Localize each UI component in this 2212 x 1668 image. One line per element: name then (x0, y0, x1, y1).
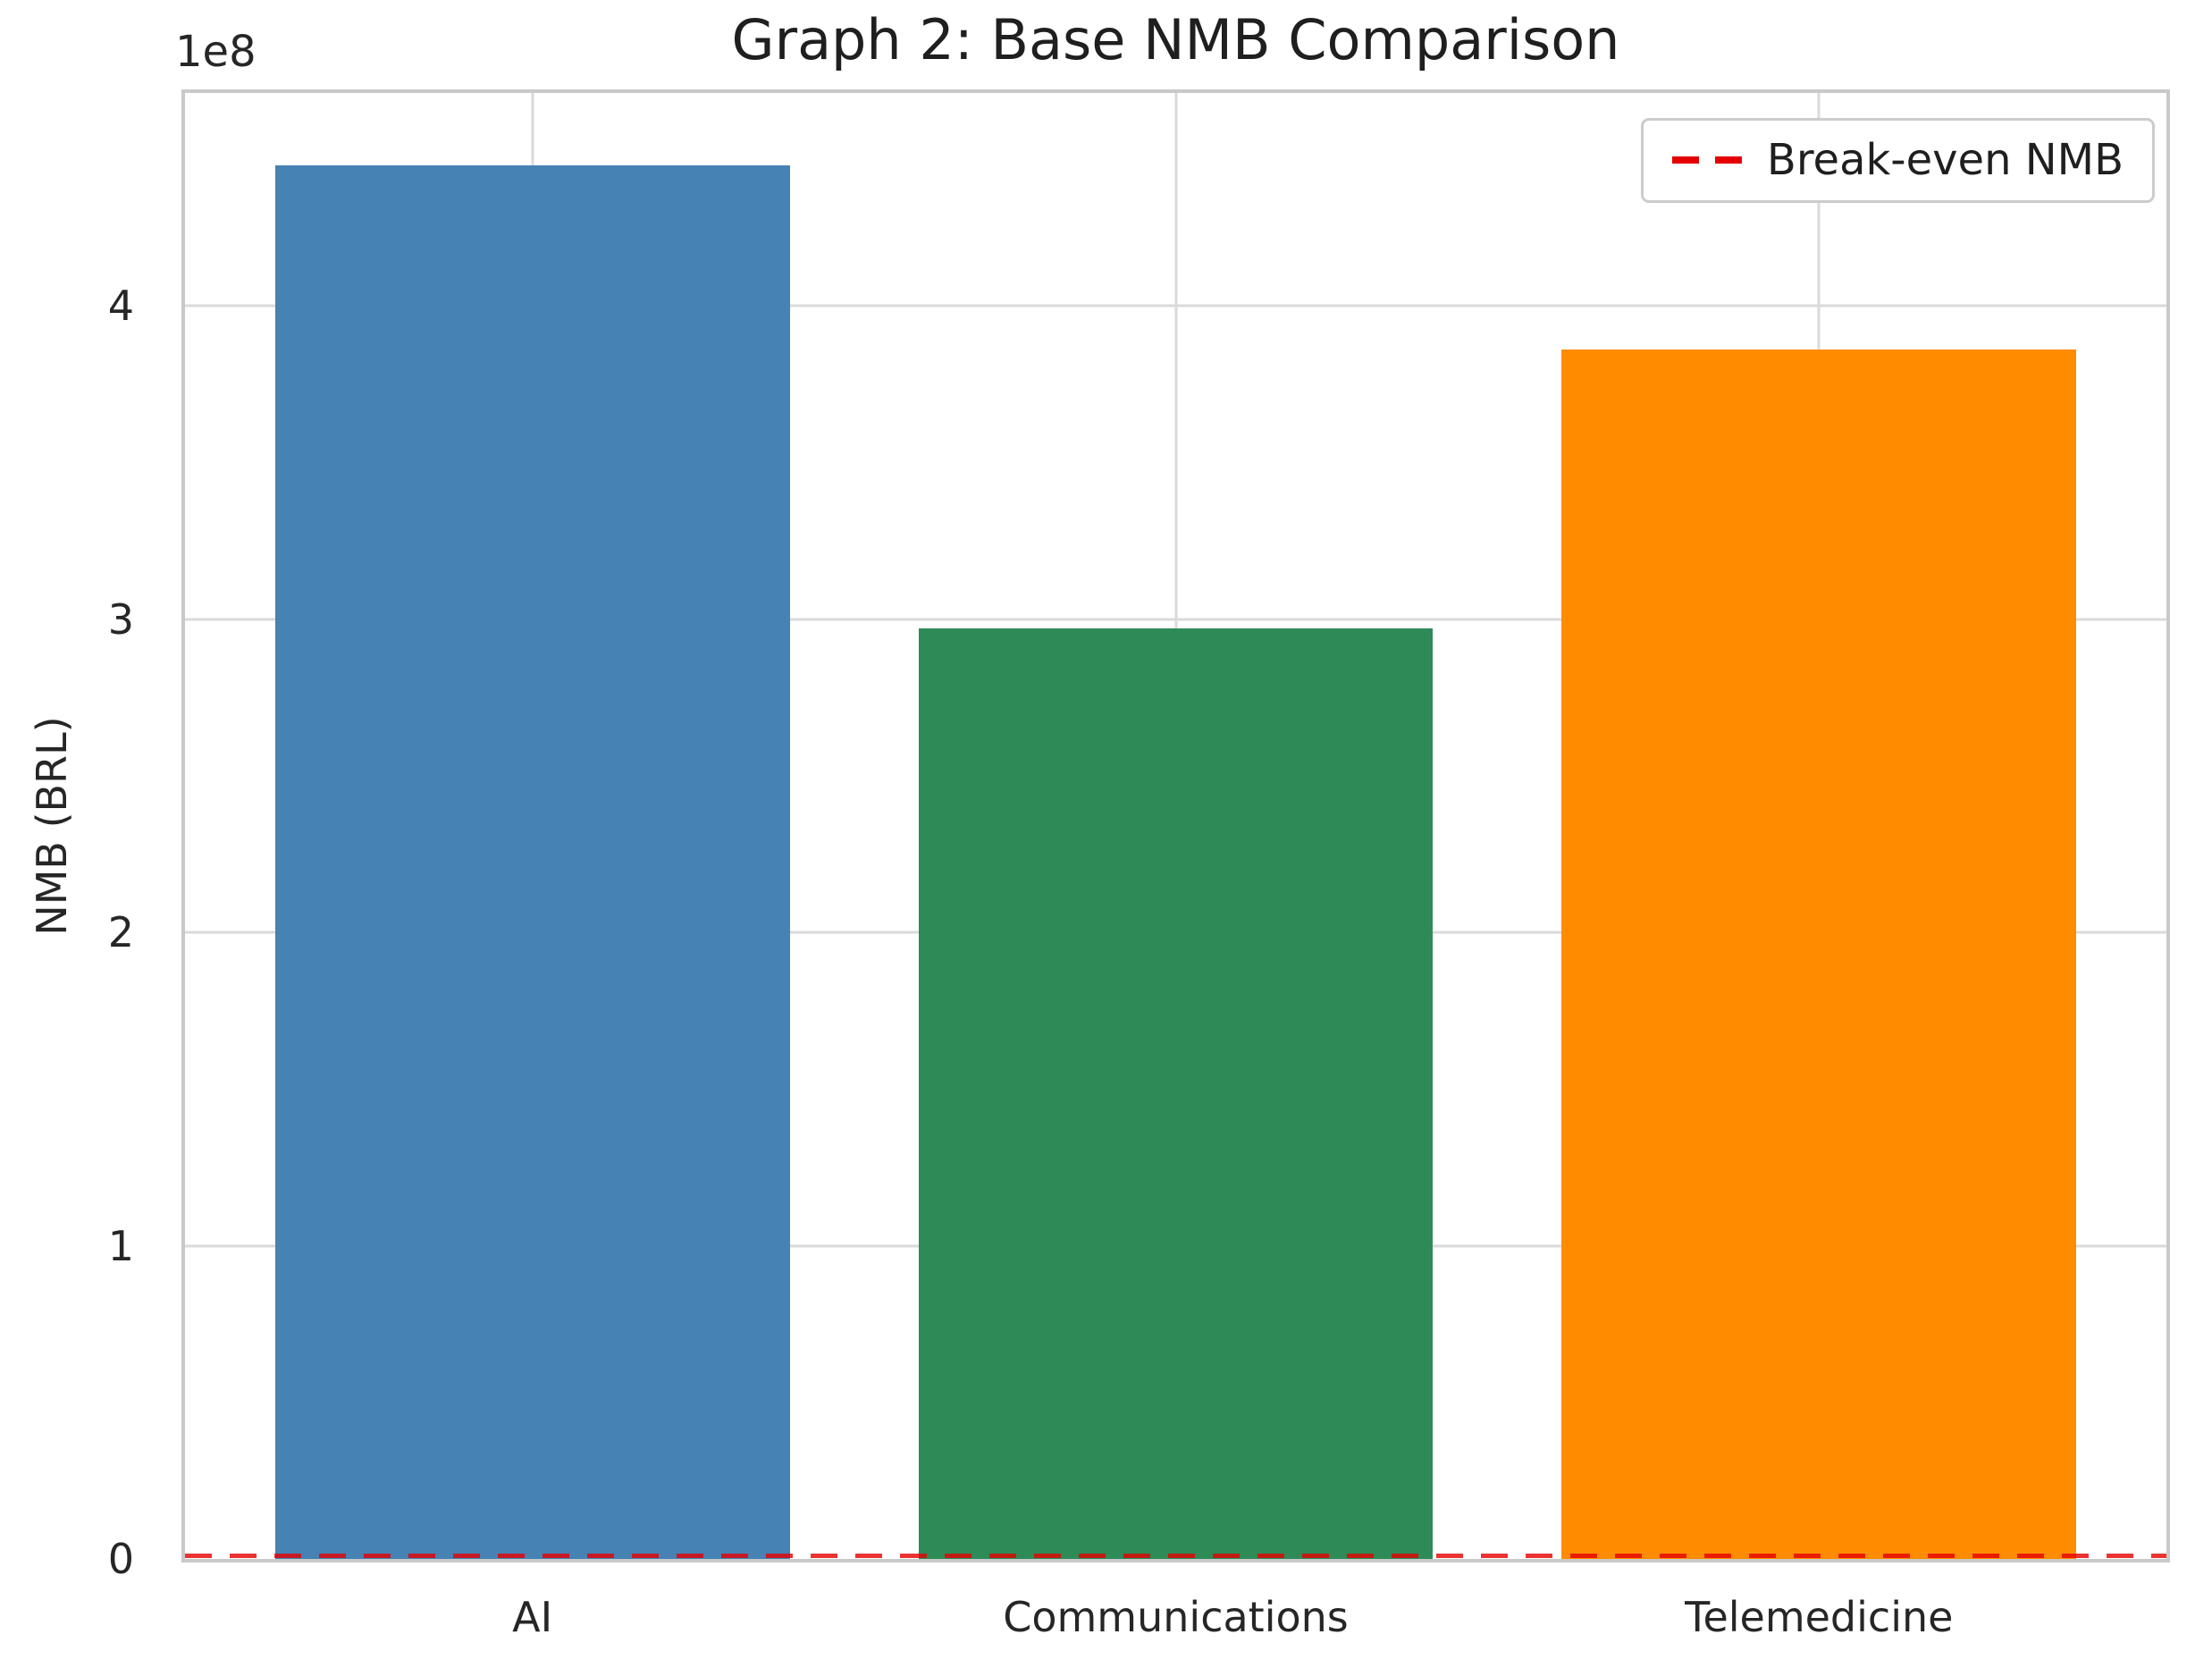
legend: Break-even NMB (1640, 118, 2155, 203)
horizontal-gridline (185, 304, 2166, 307)
bar-ai (274, 164, 790, 1559)
y-axis-label: NMB (BRL) (28, 716, 76, 936)
y-tick-label: 0 (107, 1535, 134, 1583)
y-axis-offset-text: 1e8 (175, 27, 257, 77)
y-tick-label: 2 (107, 908, 134, 957)
y-tick-label: 4 (107, 282, 134, 331)
bar-communications (918, 628, 1434, 1559)
chart-title: Graph 2: Base NMB Comparison (731, 7, 1620, 72)
break-even-line (185, 1554, 2166, 1559)
y-tick-label: 3 (107, 594, 134, 644)
x-tick-label: AI (512, 1593, 553, 1641)
horizontal-gridline (185, 618, 2166, 621)
y-tick-label: 1 (107, 1221, 134, 1270)
x-tick-label: Telemedicine (1685, 1593, 1954, 1641)
bar-telemedicine (1561, 350, 2077, 1559)
x-tick-label: Communications (1003, 1593, 1349, 1641)
legend-label: Break-even NMB (1766, 135, 2124, 185)
dashed-line-icon (1671, 156, 1742, 164)
plot-area: Break-even NMB 0 1 2 3 4 AI Communications Tele… (108, 89, 2170, 1638)
